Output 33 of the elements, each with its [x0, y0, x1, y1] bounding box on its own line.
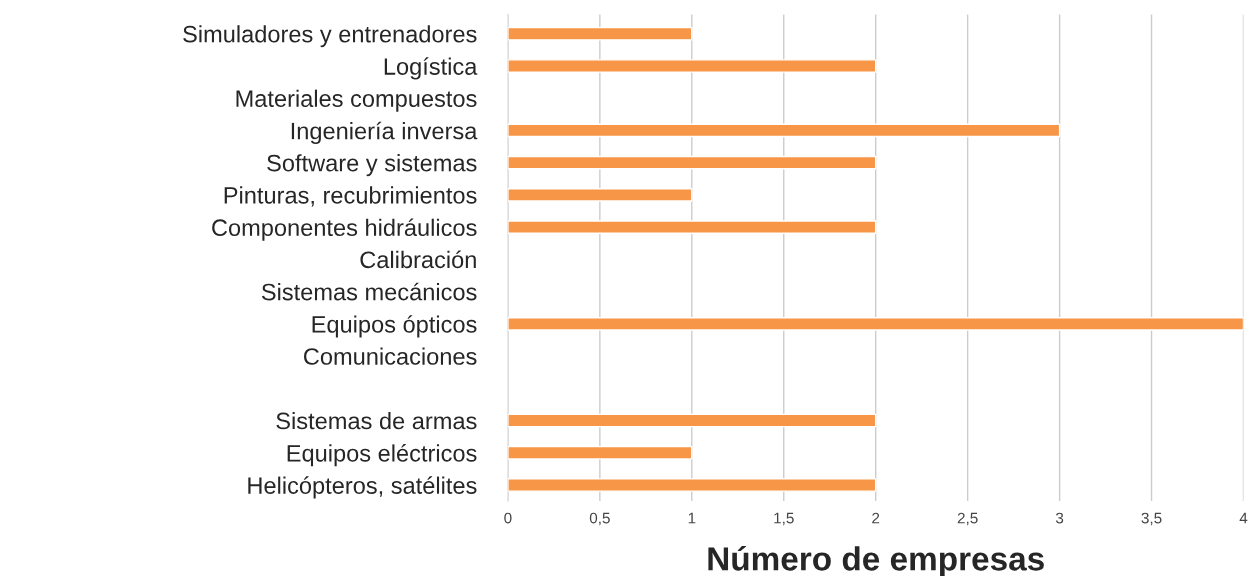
x-tick-label: 1: [688, 512, 696, 524]
x-tick-label: 2,5: [957, 512, 978, 526]
bar: [507, 317, 1244, 331]
y-tick-label: Software y sistemas: [267, 154, 477, 177]
x-tick-label: 3: [1055, 512, 1064, 524]
y-tick-label: Equipos eléctricos: [287, 444, 477, 467]
bar: [507, 445, 693, 460]
x-tick-label: 3,5: [1141, 512, 1162, 526]
bar: [507, 220, 877, 234]
bar: [507, 123, 1061, 138]
y-tick-label: Componentes hidráulicos: [212, 218, 477, 241]
bar: [507, 59, 877, 73]
y-tick-label: Sistemas mecánicos: [261, 282, 477, 301]
x-tick-label: 0,5: [589, 512, 610, 526]
y-tick-label: Sistemas de armas: [276, 411, 477, 430]
bar: [507, 478, 877, 492]
x-tick-label: 2: [872, 512, 880, 524]
bar: [507, 413, 877, 428]
bar: [507, 26, 693, 41]
y-tick-label: Materiales compuestos: [236, 89, 477, 112]
y-tick-label: Helicópteros, satélites: [248, 476, 477, 499]
y-tick-label: Equipos ópticos: [312, 315, 477, 338]
bar: [507, 188, 693, 202]
y-tick-label: Simuladores y entrenadores: [183, 25, 477, 48]
y-tick-label: Comunicaciones: [304, 347, 477, 365]
bar: [507, 155, 877, 170]
x-tick-label: 4: [1239, 512, 1248, 524]
x-tick-label: 0: [504, 512, 512, 524]
y-tick-label: Pinturas, recubrimientos: [224, 186, 477, 207]
x-tick-label: 1,5: [774, 512, 794, 526]
y-tick-label: Logística: [384, 57, 478, 80]
y-tick-label: Ingeniería inversa: [291, 121, 478, 145]
y-tick-label: Calibración: [360, 250, 476, 269]
